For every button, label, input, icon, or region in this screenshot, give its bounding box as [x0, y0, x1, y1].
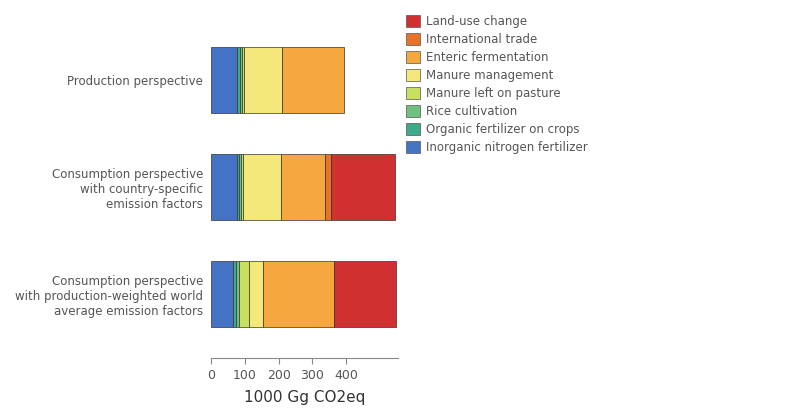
- Bar: [237, 47, 240, 113]
- Bar: [243, 154, 280, 220]
- Bar: [239, 261, 249, 327]
- Bar: [233, 261, 236, 327]
- Bar: [236, 261, 239, 327]
- Bar: [237, 154, 239, 220]
- Bar: [332, 154, 396, 220]
- Bar: [211, 47, 237, 113]
- Bar: [211, 261, 233, 327]
- Bar: [239, 154, 241, 220]
- Bar: [282, 47, 344, 113]
- Bar: [280, 154, 324, 220]
- Bar: [263, 261, 334, 327]
- Bar: [211, 154, 237, 220]
- Bar: [324, 154, 332, 220]
- Legend: Land-use change, International trade, Enteric fermentation, Manure management, M: Land-use change, International trade, En…: [406, 15, 588, 154]
- Bar: [241, 154, 243, 220]
- Bar: [240, 47, 242, 113]
- Bar: [334, 261, 396, 327]
- Bar: [244, 47, 282, 113]
- X-axis label: 1000 Gg CO2eq: 1000 Gg CO2eq: [244, 390, 365, 405]
- Bar: [242, 47, 244, 113]
- Bar: [249, 261, 263, 327]
